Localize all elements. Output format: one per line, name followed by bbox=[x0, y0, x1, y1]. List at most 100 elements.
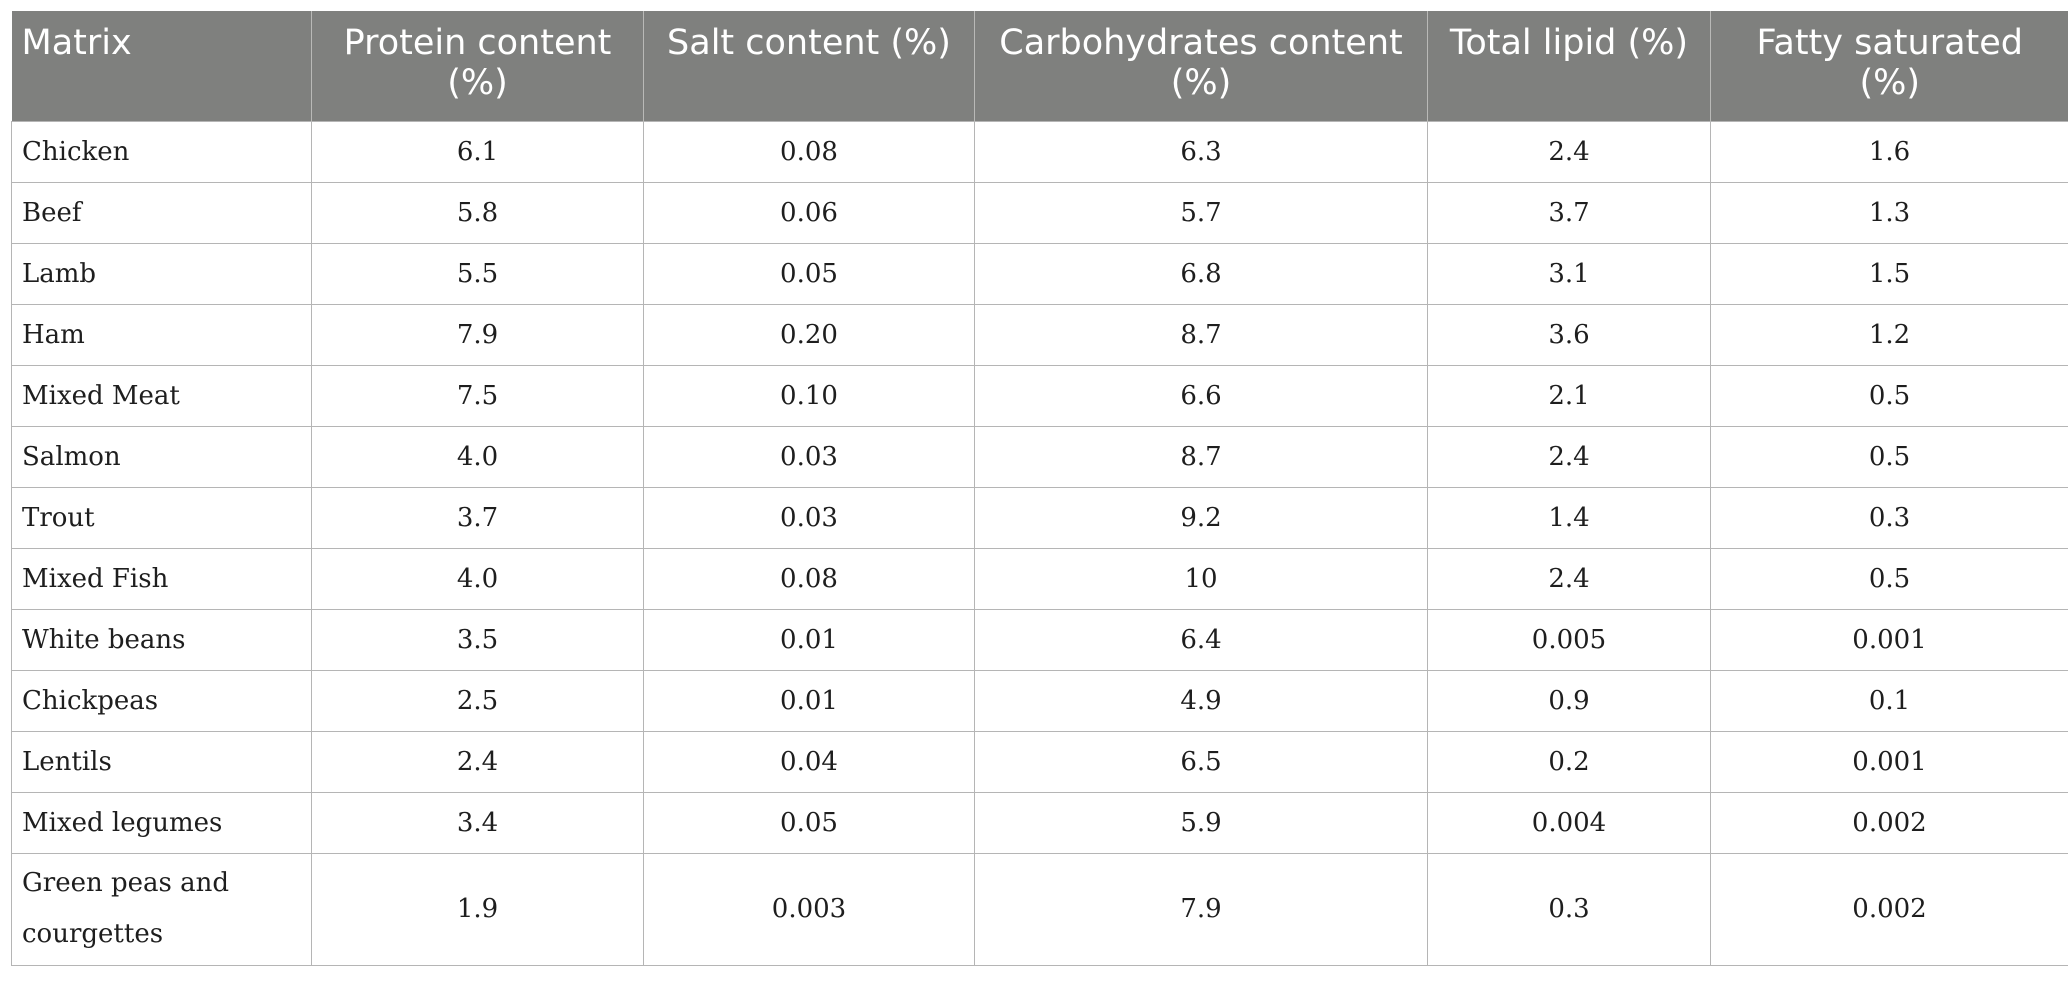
table-row: Salmon 4.0 0.03 8.7 2.4 0.5 bbox=[11, 425, 2068, 488]
total-lipid-cell: 2.1 bbox=[1427, 364, 1711, 427]
table-body: Chicken 6.1 0.08 6.3 2.4 1.6 Beef 5.8 0.06 5.7 3.7… bbox=[11, 120, 2068, 966]
protein-cell: 5.5 bbox=[311, 242, 644, 305]
fatty-saturated-cell: 0.5 bbox=[1710, 547, 2068, 610]
salt-cell: 0.20 bbox=[643, 303, 975, 366]
protein-cell: 1.9 bbox=[311, 852, 644, 966]
column-header-matrix: Matrix bbox=[11, 11, 312, 121]
protein-cell: 3.4 bbox=[311, 791, 644, 854]
carbohydrates-cell: 8.7 bbox=[974, 303, 1428, 366]
column-header-fatty-saturated: Fatty saturated (%) bbox=[1710, 11, 2068, 121]
carbohydrates-cell: 4.9 bbox=[974, 669, 1428, 732]
table-row: White beans 3.5 0.01 6.4 0.005 0.001 bbox=[11, 608, 2068, 671]
protein-cell: 2.4 bbox=[311, 730, 644, 793]
total-lipid-cell: 0.3 bbox=[1427, 852, 1711, 966]
carbohydrates-cell: 6.8 bbox=[974, 242, 1428, 305]
salt-cell: 0.05 bbox=[643, 791, 975, 854]
total-lipid-cell: 1.4 bbox=[1427, 486, 1711, 549]
total-lipid-cell: 0.004 bbox=[1427, 791, 1711, 854]
table-row: Trout 3.7 0.03 9.2 1.4 0.3 bbox=[11, 486, 2068, 549]
fatty-saturated-cell: 1.3 bbox=[1710, 181, 2068, 244]
table-row: Beef 5.8 0.06 5.7 3.7 1.3 bbox=[11, 181, 2068, 244]
carbohydrates-cell: 5.9 bbox=[974, 791, 1428, 854]
salt-cell: 0.10 bbox=[643, 364, 975, 427]
fatty-saturated-cell: 0.3 bbox=[1710, 486, 2068, 549]
salt-cell: 0.03 bbox=[643, 425, 975, 488]
row-label: Trout bbox=[11, 486, 312, 549]
column-header-total-lipid: Total lipid (%) bbox=[1427, 11, 1711, 121]
fatty-saturated-cell: 1.6 bbox=[1710, 120, 2068, 183]
table-row: Chicken 6.1 0.08 6.3 2.4 1.6 bbox=[11, 120, 2068, 183]
row-label: Mixed legumes bbox=[11, 791, 312, 854]
salt-cell: 0.03 bbox=[643, 486, 975, 549]
carbohydrates-cell: 8.7 bbox=[974, 425, 1428, 488]
salt-cell: 0.06 bbox=[643, 181, 975, 244]
column-header-protein: Protein content (%) bbox=[311, 11, 644, 121]
column-header-salt: Salt content (%) bbox=[643, 11, 975, 121]
salt-cell: 0.08 bbox=[643, 120, 975, 183]
table-row: Chickpeas 2.5 0.01 4.9 0.9 0.1 bbox=[11, 669, 2068, 732]
carbohydrates-cell: 6.6 bbox=[974, 364, 1428, 427]
table-row: Mixed Fish 4.0 0.08 10 2.4 0.5 bbox=[11, 547, 2068, 610]
table-row: Ham 7.9 0.20 8.7 3.6 1.2 bbox=[11, 303, 2068, 366]
fatty-saturated-cell: 0.002 bbox=[1710, 852, 2068, 966]
fatty-saturated-cell: 0.001 bbox=[1710, 608, 2068, 671]
row-label: Beef bbox=[11, 181, 312, 244]
total-lipid-cell: 0.9 bbox=[1427, 669, 1711, 732]
protein-cell: 3.5 bbox=[311, 608, 644, 671]
total-lipid-cell: 2.4 bbox=[1427, 120, 1711, 183]
total-lipid-cell: 2.4 bbox=[1427, 547, 1711, 610]
row-label: Green peas and courgettes bbox=[11, 852, 312, 966]
carbohydrates-cell: 7.9 bbox=[974, 852, 1428, 966]
fatty-saturated-cell: 0.1 bbox=[1710, 669, 2068, 732]
total-lipid-cell: 0.2 bbox=[1427, 730, 1711, 793]
row-label: Chicken bbox=[11, 120, 312, 183]
salt-cell: 0.01 bbox=[643, 608, 975, 671]
fatty-saturated-cell: 0.001 bbox=[1710, 730, 2068, 793]
carbohydrates-cell: 9.2 bbox=[974, 486, 1428, 549]
table-header: Matrix Protein content (%) Salt content … bbox=[11, 11, 2068, 121]
table-row: Lamb 5.5 0.05 6.8 3.1 1.5 bbox=[11, 242, 2068, 305]
fatty-saturated-cell: 1.2 bbox=[1710, 303, 2068, 366]
fatty-saturated-cell: 1.5 bbox=[1710, 242, 2068, 305]
salt-cell: 0.01 bbox=[643, 669, 975, 732]
protein-cell: 3.7 bbox=[311, 486, 644, 549]
carbohydrates-cell: 6.4 bbox=[974, 608, 1428, 671]
row-label: Chickpeas bbox=[11, 669, 312, 732]
row-label: Lentils bbox=[11, 730, 312, 793]
table-row: Mixed Meat 7.5 0.10 6.6 2.1 0.5 bbox=[11, 364, 2068, 427]
total-lipid-cell: 3.6 bbox=[1427, 303, 1711, 366]
row-label: Salmon bbox=[11, 425, 312, 488]
total-lipid-cell: 2.4 bbox=[1427, 425, 1711, 488]
table-row: Green peas and courgettes 1.9 0.003 7.9 0.3 0… bbox=[11, 852, 2068, 966]
nutrition-table-container: Matrix Protein content (%) Salt content … bbox=[11, 11, 2068, 966]
row-label: Mixed Meat bbox=[11, 364, 312, 427]
protein-cell: 6.1 bbox=[311, 120, 644, 183]
salt-cell: 0.05 bbox=[643, 242, 975, 305]
fatty-saturated-cell: 0.5 bbox=[1710, 425, 2068, 488]
carbohydrates-cell: 6.3 bbox=[974, 120, 1428, 183]
table-row: Mixed legumes 3.4 0.05 5.9 0.004 0.002 bbox=[11, 791, 2068, 854]
column-header-carbohydrates: Carbohydrates content (%) bbox=[974, 11, 1428, 121]
row-label: Lamb bbox=[11, 242, 312, 305]
fatty-saturated-cell: 0.002 bbox=[1710, 791, 2068, 854]
carbohydrates-cell: 6.5 bbox=[974, 730, 1428, 793]
header-row: Matrix Protein content (%) Salt content … bbox=[11, 11, 2068, 121]
total-lipid-cell: 3.7 bbox=[1427, 181, 1711, 244]
total-lipid-cell: 3.1 bbox=[1427, 242, 1711, 305]
fatty-saturated-cell: 0.5 bbox=[1710, 364, 2068, 427]
total-lipid-cell: 0.005 bbox=[1427, 608, 1711, 671]
table-row: Lentils 2.4 0.04 6.5 0.2 0.001 bbox=[11, 730, 2068, 793]
carbohydrates-cell: 10 bbox=[974, 547, 1428, 610]
nutrition-table: Matrix Protein content (%) Salt content … bbox=[11, 11, 2068, 966]
salt-cell: 0.04 bbox=[643, 730, 975, 793]
row-label: Ham bbox=[11, 303, 312, 366]
protein-cell: 4.0 bbox=[311, 425, 644, 488]
protein-cell: 4.0 bbox=[311, 547, 644, 610]
protein-cell: 2.5 bbox=[311, 669, 644, 732]
row-label: Mixed Fish bbox=[11, 547, 312, 610]
protein-cell: 5.8 bbox=[311, 181, 644, 244]
protein-cell: 7.5 bbox=[311, 364, 644, 427]
row-label: White beans bbox=[11, 608, 312, 671]
salt-cell: 0.003 bbox=[643, 852, 975, 966]
salt-cell: 0.08 bbox=[643, 547, 975, 610]
